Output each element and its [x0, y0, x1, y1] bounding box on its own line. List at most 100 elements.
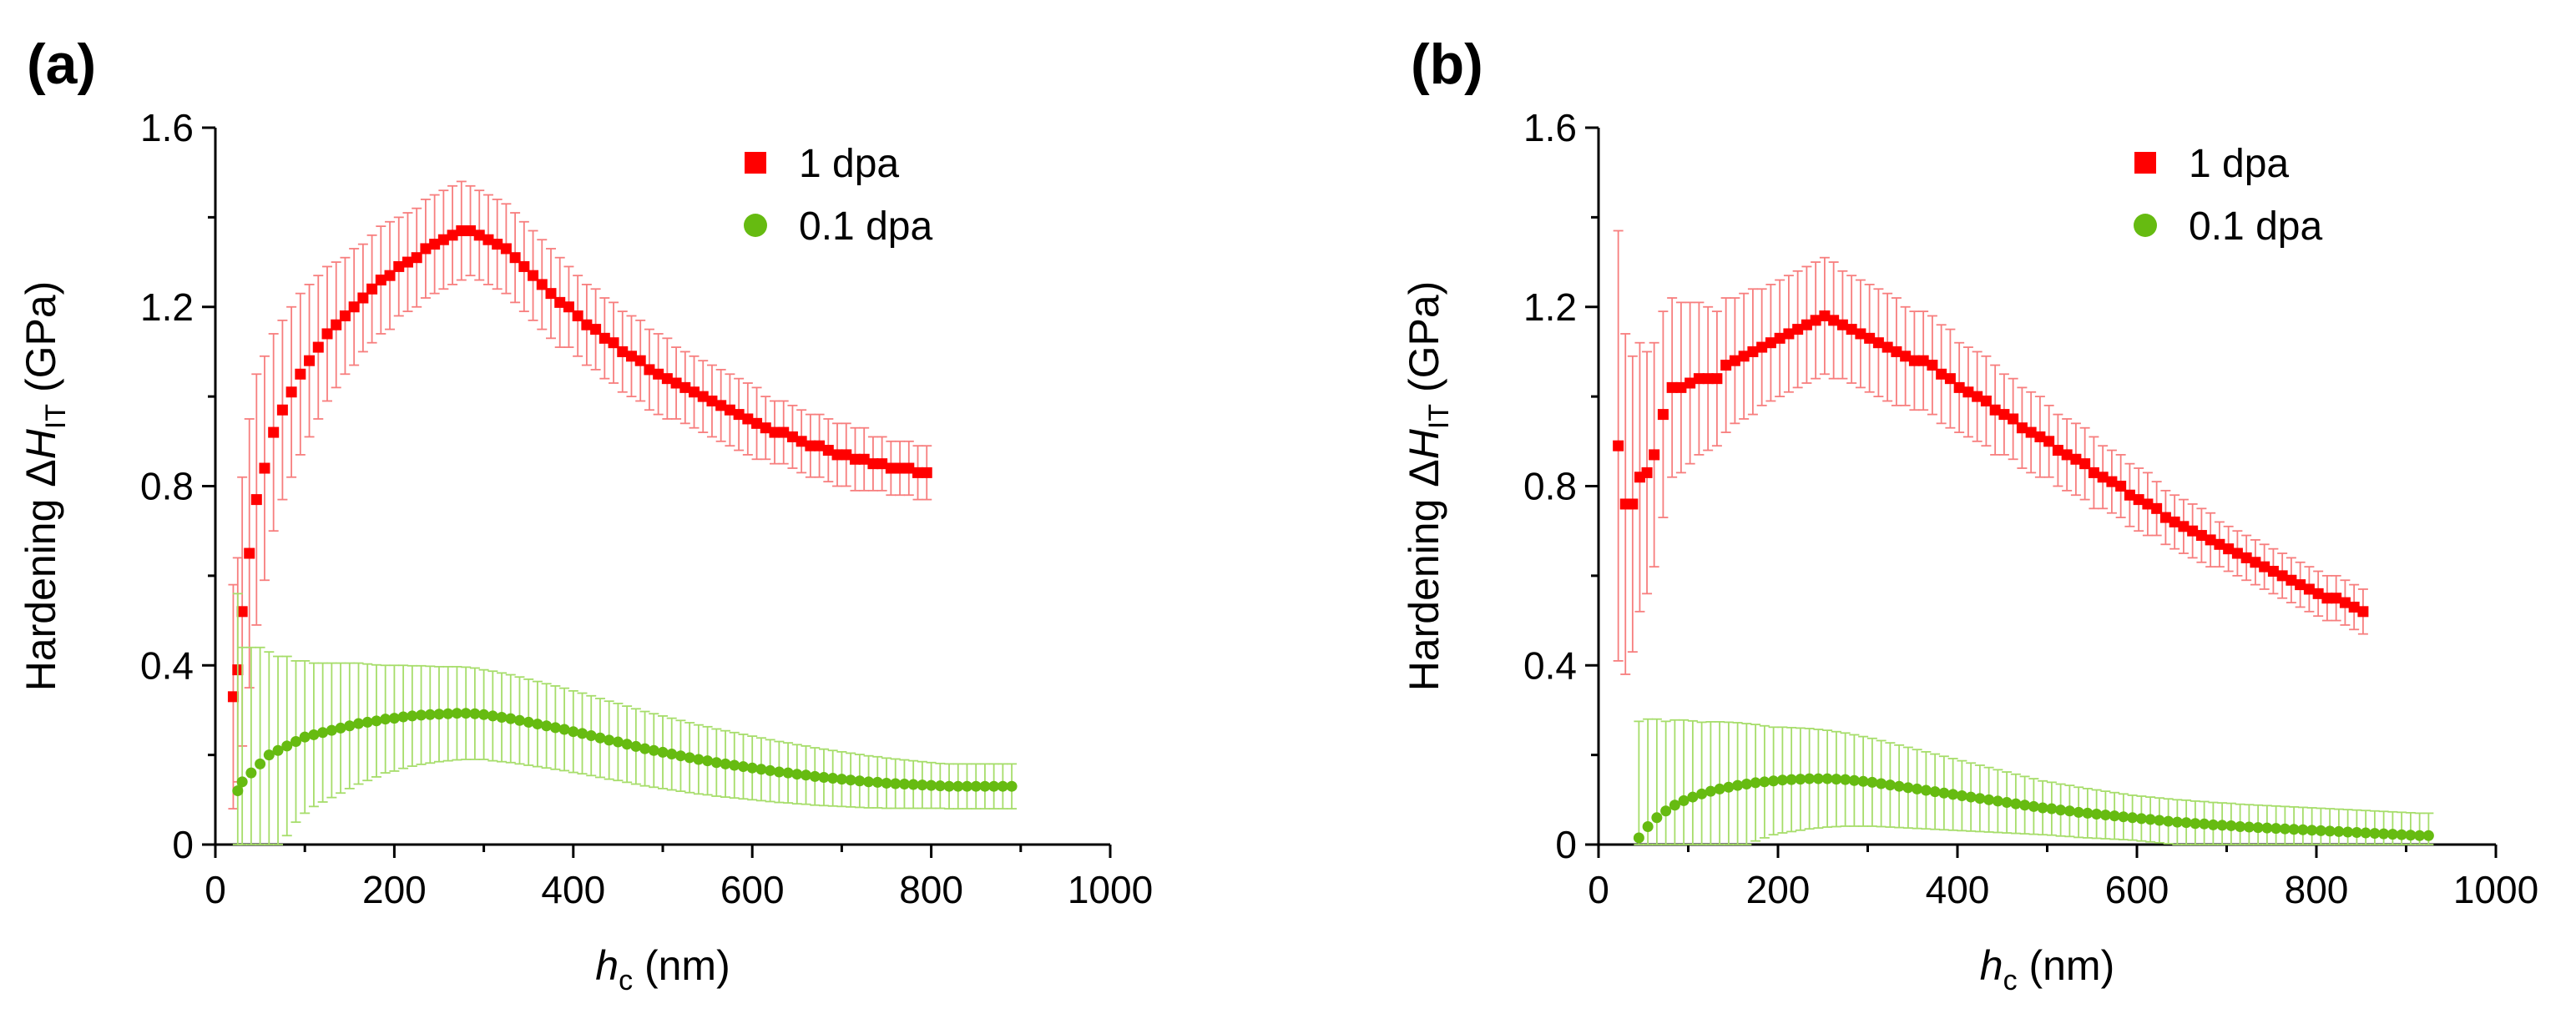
data-point: [653, 368, 664, 380]
data-point: [227, 691, 239, 703]
error-bar: [1651, 718, 1662, 845]
data-point: [276, 404, 288, 416]
data-point: [2063, 805, 2075, 817]
data-point: [326, 724, 337, 736]
data-point: [2312, 588, 2324, 599]
y-axis-label: Hardening ΔHIT (GPa): [18, 281, 72, 692]
x-tick-label: 1000: [2453, 868, 2538, 911]
data-point: [549, 722, 561, 734]
data-point: [1929, 786, 1941, 798]
data-point: [1936, 368, 1947, 380]
data-point: [2252, 822, 2264, 834]
data-point: [411, 252, 422, 264]
data-point: [563, 301, 574, 313]
data-point: [1649, 449, 1660, 461]
data-point: [451, 708, 462, 719]
data-point: [312, 341, 324, 353]
data-point: [361, 716, 373, 728]
data-point: [321, 328, 333, 340]
x-tick-label: 200: [362, 868, 427, 911]
data-point: [1947, 789, 1959, 800]
data-point: [532, 719, 543, 730]
error-bar: [1679, 719, 1690, 845]
data-point: [1720, 360, 1732, 371]
data-point: [2414, 830, 2426, 841]
data-point: [648, 744, 659, 756]
data-point: [1738, 351, 1750, 362]
data-point: [2159, 512, 2171, 523]
data-point: [867, 458, 879, 470]
data-point: [2028, 800, 2039, 812]
legend: 1 dpa 0.1 dpa: [2134, 142, 2322, 249]
data-point: [2378, 828, 2390, 840]
error-bar: [1705, 720, 1716, 845]
data-point: [2118, 811, 2129, 823]
data-point: [2115, 481, 2127, 492]
data-point: [2190, 818, 2201, 830]
data-point: [1006, 780, 1018, 792]
data-point: [344, 720, 356, 732]
data-point: [2099, 810, 2111, 821]
data-point: [2171, 816, 2183, 828]
data-point: [2043, 436, 2055, 447]
data-point: [281, 740, 293, 752]
series-1-dpa: [1613, 230, 2369, 675]
data-point: [2079, 458, 2091, 470]
data-point: [2369, 828, 2381, 840]
data-point: [2321, 593, 2333, 604]
data-point: [742, 413, 754, 425]
data-point: [2286, 574, 2297, 586]
data-point: [2315, 825, 2326, 836]
data-point: [236, 776, 248, 788]
data-point: [934, 780, 946, 792]
data-point: [357, 292, 369, 304]
data-point: [1705, 785, 1716, 797]
data-point: [1938, 787, 1950, 799]
data-point: [773, 766, 785, 778]
data-point: [1992, 795, 2003, 807]
data-point: [2288, 824, 2300, 835]
data-point: [568, 726, 579, 738]
data-point: [2052, 445, 2063, 456]
data-point: [478, 709, 490, 720]
data-point: [2037, 802, 2048, 814]
data-point: [2259, 561, 2270, 573]
data-point: [558, 724, 570, 735]
data-point: [353, 718, 365, 729]
data-point: [1633, 832, 1644, 844]
data-point: [1660, 805, 1672, 817]
data-point: [657, 746, 669, 758]
data-point: [1768, 775, 1780, 787]
data-point: [1944, 373, 1956, 385]
data-point: [1651, 812, 1663, 824]
legend-label: 1 dpa: [2189, 142, 2289, 186]
data-point: [460, 708, 472, 719]
data-point: [2396, 829, 2407, 840]
data-point: [2387, 829, 2398, 840]
data-point: [912, 467, 924, 478]
data-point: [1821, 773, 1833, 784]
data-point: [845, 774, 856, 786]
data-point: [469, 708, 481, 719]
data-point: [554, 296, 566, 308]
data-point: [523, 716, 534, 728]
data-point: [1776, 774, 1788, 786]
data-point: [2342, 826, 2354, 838]
series-0-1-dpa: [232, 593, 1018, 845]
data-point: [760, 422, 771, 434]
data-point: [245, 767, 257, 779]
data-point: [1884, 779, 1896, 791]
data-point: [393, 260, 405, 272]
data-point: [809, 770, 821, 782]
data-point: [644, 364, 655, 376]
data-point: [1912, 783, 1923, 794]
data-point: [1702, 373, 1714, 385]
data-point: [1666, 381, 1678, 393]
error-bar: [237, 646, 248, 845]
data-point: [290, 736, 301, 748]
data-point: [473, 230, 485, 241]
data-point: [858, 453, 870, 465]
data-point: [670, 377, 682, 389]
data-point: [487, 710, 498, 722]
data-point: [1848, 774, 1860, 786]
